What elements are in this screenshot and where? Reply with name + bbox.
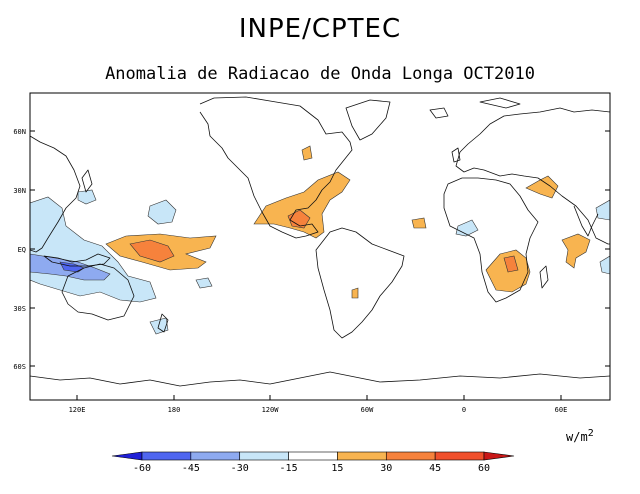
antarctica-coast bbox=[30, 371, 610, 387]
legend-tick-label: 60 bbox=[478, 463, 490, 474]
chart-subtitle: Anomalia de Radiacao de Onda Longa OCT20… bbox=[105, 64, 535, 84]
anomaly-tropical-pacific-small bbox=[195, 277, 213, 289]
negative-anomaly-regions bbox=[30, 189, 610, 335]
lon-label-120e: 120E bbox=[69, 406, 86, 414]
legend-swatch bbox=[434, 451, 485, 461]
lon-label-60w: 60W bbox=[361, 406, 374, 414]
indonesia-coast bbox=[43, 253, 111, 267]
anomaly-south-pacific bbox=[149, 317, 169, 335]
map-frame bbox=[29, 92, 611, 401]
legend-tick-label: -45 bbox=[182, 463, 200, 474]
eurasia-coast bbox=[455, 107, 610, 245]
color-legend: -60 -45 -30 -15 15 30 45 60 bbox=[111, 451, 515, 474]
anomaly-central-africa bbox=[455, 219, 479, 237]
india-coast bbox=[573, 205, 599, 237]
anomaly-maritime-strong bbox=[59, 261, 85, 273]
coastlines bbox=[30, 96, 610, 387]
anomaly-north-pacific bbox=[147, 199, 177, 225]
anomaly-east-edge-north bbox=[595, 199, 610, 221]
legend-tick-label: 30 bbox=[380, 463, 392, 474]
anomaly-china bbox=[77, 189, 97, 205]
lon-label-120w: 120W bbox=[262, 406, 280, 414]
anomaly-east-edge-south bbox=[599, 255, 610, 275]
lat-label-30s: 30S bbox=[13, 305, 26, 313]
anomaly-west-pacific-light bbox=[30, 196, 157, 303]
legend-tick-label: 45 bbox=[429, 463, 441, 474]
legend-tick-label: 15 bbox=[331, 463, 343, 474]
anomaly-atlantic-gulf bbox=[253, 171, 351, 239]
units-base: w/m bbox=[566, 430, 588, 444]
legend-arrow-right bbox=[483, 451, 515, 461]
anomaly-canada bbox=[301, 145, 313, 161]
anomaly-central-pacific-core bbox=[129, 239, 175, 263]
lat-label-60n: 60N bbox=[13, 128, 26, 136]
legend-tick-label: -30 bbox=[231, 463, 249, 474]
anomaly-brazil-south bbox=[351, 287, 359, 299]
greenland-coast bbox=[345, 99, 391, 141]
legend-arrow-left bbox=[111, 451, 143, 461]
positive-anomaly-regions bbox=[105, 145, 591, 299]
madagascar-coast bbox=[539, 265, 549, 289]
legend-swatch bbox=[385, 451, 436, 461]
africa-coast bbox=[443, 177, 539, 303]
uk-coast bbox=[451, 147, 461, 163]
anomaly-arabia bbox=[525, 175, 559, 199]
lon-label-60e: 60E bbox=[555, 406, 568, 414]
lat-ticks bbox=[30, 130, 610, 367]
map-content bbox=[30, 96, 610, 387]
lon-label-0: 0 bbox=[462, 406, 466, 414]
anomaly-indian-ocean bbox=[561, 233, 591, 269]
lat-label-60s: 60S bbox=[13, 363, 26, 371]
units-label: w/m2 bbox=[566, 428, 594, 444]
legend-tick-label: -15 bbox=[280, 463, 298, 474]
anomaly-atlantic-east bbox=[411, 217, 427, 229]
lat-label-eq: EQ bbox=[18, 246, 26, 254]
japan-coast bbox=[81, 169, 93, 193]
legend-tick-label: -60 bbox=[133, 463, 151, 474]
legend-swatch bbox=[239, 451, 289, 461]
lon-label-180: 180 bbox=[168, 406, 181, 414]
legend-swatch bbox=[288, 451, 338, 461]
legend-swatch bbox=[337, 451, 387, 461]
anomaly-southern-africa-core bbox=[503, 255, 519, 273]
australia-coast bbox=[61, 263, 135, 321]
legend-swatch bbox=[141, 451, 192, 461]
arctic-islands bbox=[429, 97, 521, 119]
legend-swatch bbox=[190, 451, 241, 461]
units-exponent: 2 bbox=[587, 428, 594, 439]
lon-ticks bbox=[76, 395, 562, 400]
new-zealand-coast bbox=[157, 313, 169, 333]
east-asia-coast bbox=[30, 135, 81, 253]
lat-label-30n: 30N bbox=[13, 187, 26, 195]
chart-title: INPE/CPTEC bbox=[238, 14, 402, 44]
north-america-coast bbox=[199, 96, 353, 239]
south-america-coast bbox=[315, 227, 405, 339]
